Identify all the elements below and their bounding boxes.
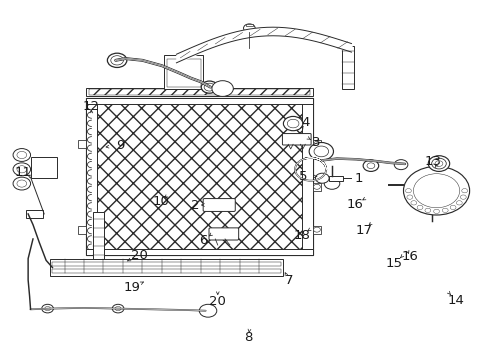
Circle shape	[313, 227, 320, 232]
Text: 16: 16	[401, 250, 417, 263]
Circle shape	[107, 53, 126, 67]
Text: 15: 15	[385, 257, 402, 270]
Text: 13: 13	[424, 155, 441, 168]
Bar	[78, 226, 86, 234]
Bar	[89, 89, 309, 95]
Text: 4: 4	[301, 116, 309, 129]
Bar	[86, 98, 97, 255]
Bar	[301, 98, 312, 255]
Bar	[86, 98, 312, 255]
Circle shape	[112, 304, 123, 313]
FancyBboxPatch shape	[203, 199, 235, 211]
Circle shape	[283, 116, 302, 131]
Circle shape	[13, 177, 30, 190]
Text: 7: 7	[285, 274, 293, 287]
Bar	[245, 23, 252, 26]
Text: 3: 3	[311, 136, 320, 149]
Circle shape	[324, 178, 339, 189]
Circle shape	[393, 159, 407, 170]
FancyBboxPatch shape	[282, 134, 310, 145]
Text: 10: 10	[152, 195, 169, 208]
Bar	[86, 249, 312, 255]
Circle shape	[13, 149, 30, 161]
Text: 6: 6	[199, 234, 207, 247]
Text: 18: 18	[293, 229, 310, 242]
Circle shape	[363, 160, 378, 171]
Text: 1: 1	[354, 172, 362, 185]
Text: 9: 9	[116, 139, 124, 152]
Bar	[166, 59, 201, 87]
Text: 11: 11	[15, 166, 32, 179]
Bar	[86, 88, 312, 96]
Circle shape	[308, 143, 333, 160]
Bar	[312, 183, 321, 191]
Bar	[50, 258, 283, 276]
FancyBboxPatch shape	[208, 228, 238, 240]
Circle shape	[427, 156, 449, 171]
Text: 19: 19	[123, 282, 140, 294]
Text: 14: 14	[447, 294, 464, 307]
Circle shape	[315, 173, 328, 183]
Bar	[52, 262, 281, 266]
Bar	[30, 157, 57, 178]
Text: 2: 2	[190, 198, 199, 212]
Circle shape	[199, 304, 216, 317]
Bar	[52, 269, 281, 273]
Bar	[78, 140, 86, 148]
Bar	[164, 55, 203, 89]
Bar	[341, 46, 353, 89]
Circle shape	[211, 81, 233, 96]
Bar	[92, 100, 306, 253]
Text: 8: 8	[244, 332, 252, 345]
Bar	[328, 176, 342, 181]
Text: 20: 20	[130, 248, 147, 261]
Bar	[312, 140, 321, 148]
Text: 20: 20	[209, 295, 226, 308]
Circle shape	[403, 166, 468, 215]
Circle shape	[201, 81, 217, 93]
Circle shape	[313, 184, 320, 189]
Text: 12: 12	[82, 100, 100, 113]
Bar	[26, 210, 42, 217]
Bar	[93, 212, 104, 258]
Circle shape	[13, 163, 30, 176]
Text: 16: 16	[346, 198, 363, 211]
Circle shape	[41, 304, 53, 313]
Text: 5: 5	[298, 170, 306, 183]
Bar	[312, 226, 321, 234]
Text: 17: 17	[354, 224, 371, 237]
Circle shape	[313, 141, 320, 147]
Circle shape	[243, 24, 255, 32]
Bar	[86, 98, 312, 104]
